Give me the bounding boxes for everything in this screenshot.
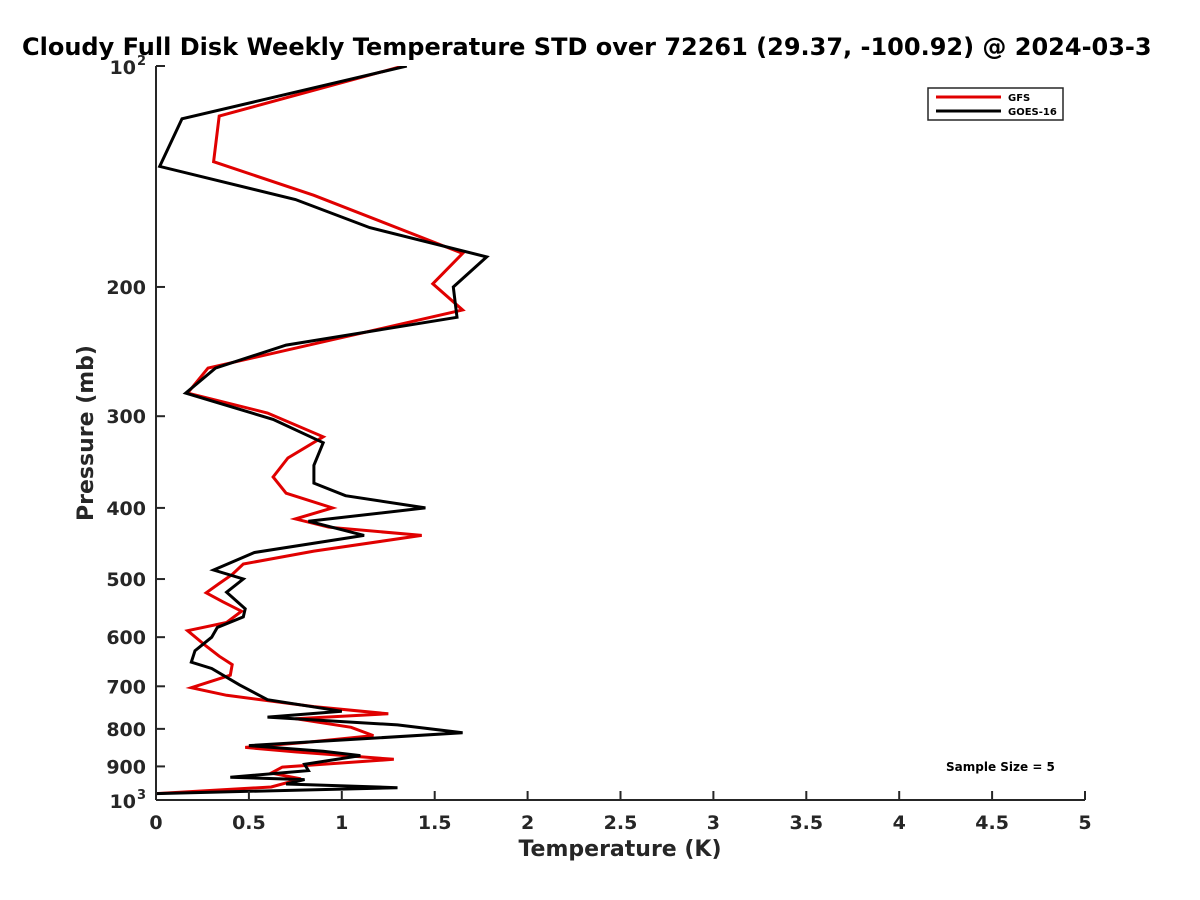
- y-tick-label: 300: [106, 406, 146, 428]
- x-tick-label: 1.5: [418, 812, 452, 834]
- x-tick-label: 2: [521, 812, 534, 834]
- series-line-goes16: [156, 66, 490, 796]
- x-axis-ticks: 0 0.5 1 1.5 2 2.5 3 3.5 4 4.5 5: [149, 791, 1092, 834]
- y-tick-label: 400: [106, 498, 146, 520]
- y-axis-label: Pressure (mb): [74, 345, 99, 521]
- y-tick-label: 200: [106, 277, 146, 299]
- series-line-gfs: [156, 66, 466, 796]
- x-tick-label: 3.5: [789, 812, 823, 834]
- y-tick-exponent: 2: [137, 54, 146, 69]
- legend: GFS GOES-16: [927, 87, 1064, 121]
- sample-size-annotation: Sample Size = 5: [946, 760, 1055, 774]
- y-tick-label: 900: [106, 756, 146, 778]
- y-tick-label: 10: [110, 57, 136, 79]
- legend-label-gfs: GFS: [1008, 93, 1030, 104]
- legend-box: [927, 87, 1064, 121]
- x-tick-label: 2.5: [604, 812, 638, 834]
- y-tick-label: 800: [106, 719, 146, 741]
- y-tick-label: 10: [110, 791, 136, 813]
- x-tick-label: 0.5: [232, 812, 266, 834]
- x-axis-label: Temperature (K): [518, 837, 721, 862]
- legend-label-goes16: GOES-16: [1008, 107, 1057, 118]
- chart-title: Cloudy Full Disk Weekly Temperature STD …: [22, 33, 1152, 61]
- y-tick-label: 700: [106, 676, 146, 698]
- x-tick-label: 0: [149, 812, 162, 834]
- x-tick-label: 4: [893, 812, 906, 834]
- x-tick-label: 4.5: [975, 812, 1009, 834]
- y-tick-exponent: 3: [137, 788, 146, 803]
- x-tick-label: 5: [1078, 812, 1091, 834]
- x-tick-label: 3: [707, 812, 720, 834]
- y-tick-label: 600: [106, 627, 146, 649]
- x-tick-label: 1: [335, 812, 348, 834]
- y-tick-label: 500: [106, 569, 146, 591]
